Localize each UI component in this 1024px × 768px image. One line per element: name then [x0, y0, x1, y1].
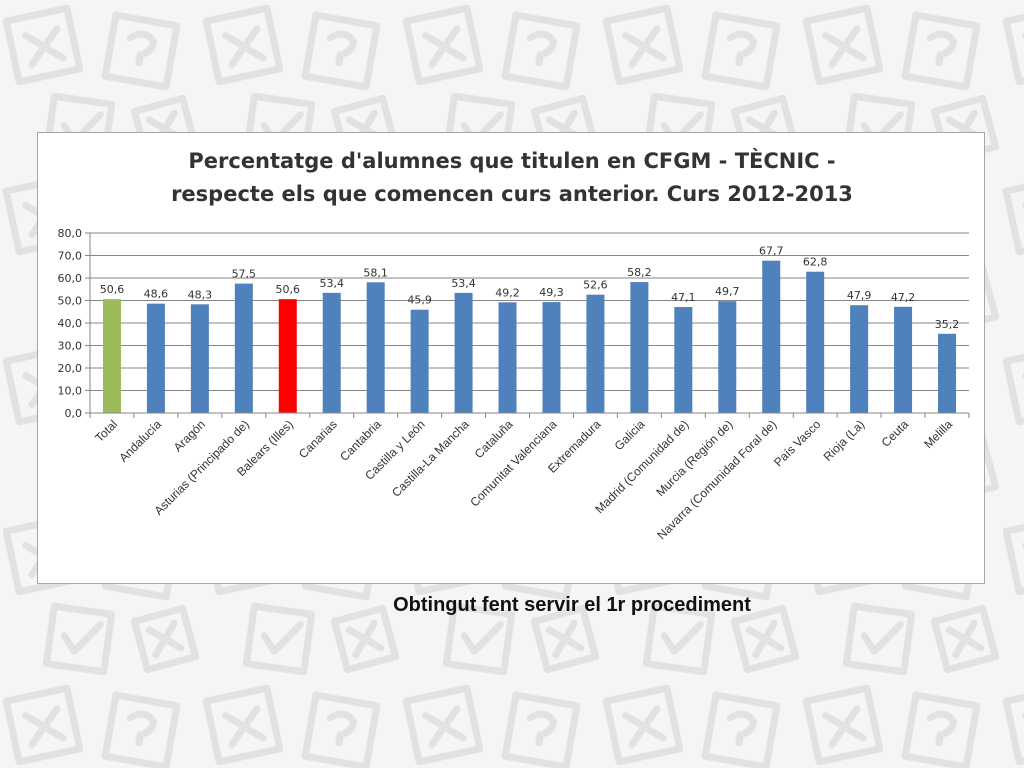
bar	[234, 283, 253, 413]
bar	[366, 282, 385, 413]
bar	[322, 292, 341, 413]
x-tick-label: Castilla-La Mancha	[389, 417, 472, 500]
caption: Obtingut fent servir el 1r procediment	[393, 594, 751, 616]
y-tick-label: 80,0	[58, 227, 83, 240]
data-label: 58,1	[363, 266, 388, 279]
bar	[806, 271, 825, 413]
x-tick-label: Melilla	[921, 417, 955, 451]
y-tick-label: 10,0	[58, 385, 83, 398]
data-label: 53,4	[319, 277, 344, 290]
data-label: 62,8	[803, 256, 828, 269]
bar	[718, 301, 737, 413]
data-label: 52,6	[583, 279, 608, 292]
x-tick-label: Murcia (Región de)	[653, 417, 735, 499]
bar	[542, 302, 561, 413]
y-tick-label: 70,0	[58, 250, 83, 263]
data-label: 45,9	[407, 294, 432, 307]
data-label: 49,2	[495, 286, 520, 299]
x-tick-label: País Vasco	[771, 417, 823, 469]
data-label: 50,6	[276, 283, 301, 296]
data-label: 47,2	[891, 291, 916, 304]
bar	[586, 294, 605, 413]
bar	[410, 309, 429, 413]
x-tick-label: Ceuta	[879, 417, 912, 450]
y-tick-label: 0,0	[65, 407, 83, 420]
x-tick-label: Canarias	[296, 417, 340, 461]
x-tick-label: Total	[92, 417, 120, 445]
data-label: 57,5	[232, 268, 257, 281]
data-label: 47,9	[847, 289, 872, 302]
data-label: 49,7	[715, 285, 740, 298]
bar	[630, 282, 649, 413]
data-label: 58,2	[627, 266, 652, 279]
data-label: 50,6	[100, 283, 125, 296]
bar-chart: 0,0 10,0 20,0 30,0 40,0 50,0 60,0 70,0 80,0 50,6 T…	[58, 227, 970, 542]
bar	[454, 292, 473, 413]
y-tick-label: 30,0	[58, 340, 83, 353]
chart-title: Percentatge d'alumnes que titulen en CFG…	[38, 145, 986, 211]
bar	[498, 302, 517, 413]
chart-title-line-1: Percentatge d'alumnes que titulen en CFG…	[188, 149, 836, 173]
bar	[102, 299, 121, 413]
bar	[278, 299, 297, 413]
data-label: 47,1	[671, 291, 696, 304]
bar	[894, 306, 913, 413]
bar	[850, 305, 869, 413]
data-label: 48,3	[188, 288, 213, 301]
bar	[190, 304, 209, 413]
x-tick-label: Galicia	[612, 417, 648, 453]
x-tick-label: Andalucía	[116, 417, 164, 465]
data-label: 48,6	[144, 288, 169, 301]
data-label: 49,3	[539, 286, 564, 299]
data-label: 67,7	[759, 245, 784, 258]
bar	[674, 307, 693, 413]
chart-title-line-2: respecte els que comencen curs anterior.…	[171, 182, 853, 206]
y-tick-label: 50,0	[58, 295, 83, 308]
data-label: 35,2	[935, 318, 960, 331]
x-tick-label: Rioja (La)	[821, 417, 868, 464]
y-tick-label: 20,0	[58, 362, 83, 375]
data-label: 53,4	[451, 277, 476, 290]
y-tick-label: 60,0	[58, 272, 83, 285]
bar	[762, 260, 781, 413]
x-tick-label: Aragón	[171, 417, 208, 454]
bar	[938, 333, 957, 413]
y-tick-label: 40,0	[58, 317, 83, 330]
x-tick-label: Cataluña	[472, 417, 516, 461]
bar	[146, 303, 165, 413]
chart-frame: Percentatge d'alumnes que titulen en CFG…	[37, 132, 985, 584]
x-tick-label: Comunitat Valenciana	[467, 417, 560, 510]
